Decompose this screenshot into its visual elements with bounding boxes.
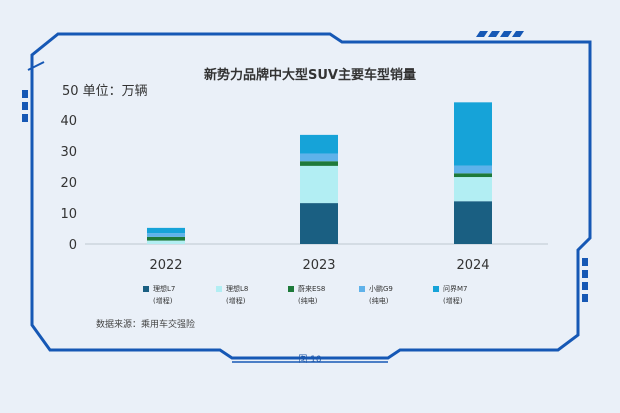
y-axis-ticks: 0 10 20 30 40 — [60, 114, 77, 253]
x-axis-labels: 2022 2023 2024 — [149, 258, 489, 273]
legend-sublabel: (增程) — [226, 297, 246, 305]
legend-sublabel: (增程) — [443, 297, 463, 305]
frame-outline — [30, 32, 592, 360]
legend-item: 蔚来ES8 (纯电) — [288, 284, 325, 306]
y-tick-label: 0 — [69, 238, 77, 253]
bar-segment — [147, 240, 185, 244]
legend-label: 蔚来ES8 — [298, 285, 326, 293]
bar-segment — [454, 173, 492, 178]
bars — [147, 102, 492, 244]
data-source: 数据来源：乘用车交强险 — [96, 320, 196, 330]
legend-swatch — [433, 286, 439, 292]
legend-item: 小鹏G9 (纯电) — [359, 284, 393, 306]
legend-swatch — [288, 286, 294, 292]
bar-segment — [300, 161, 338, 166]
x-tick-label: 2023 — [302, 258, 335, 273]
legend-item: 问界M7 (增程) — [433, 284, 468, 306]
legend-swatch — [143, 286, 149, 292]
legend-swatch — [216, 286, 222, 292]
unit-label: 50 单位：万辆 — [62, 84, 148, 99]
y-tick-label: 20 — [60, 176, 77, 191]
bar-segment — [454, 165, 492, 174]
legend-sublabel: (增程) — [153, 297, 173, 305]
chart-title: 新势力品牌中大型SUV主要车型销量 — [204, 68, 416, 83]
legend-item: 理想L7 (增程) — [143, 284, 175, 306]
y-tick-label: 10 — [60, 207, 77, 222]
bar-segment — [147, 227, 185, 234]
legend-label: 问界M7 — [443, 285, 468, 293]
legend-item: 理想L8 (增程) — [216, 284, 248, 306]
legend-label: 小鹏G9 — [369, 285, 393, 293]
y-tick-label: 30 — [60, 145, 77, 160]
bar-segment — [454, 177, 492, 202]
x-tick-label: 2024 — [456, 258, 489, 273]
bar-segment — [300, 165, 338, 204]
figure-label: 图 10 — [298, 355, 322, 365]
bar-segment — [454, 201, 492, 244]
bar-segment — [300, 153, 338, 162]
frame-stripes-top — [476, 31, 524, 37]
y-tick-label: 40 — [60, 114, 77, 129]
x-tick-label: 2022 — [149, 258, 182, 273]
legend-sublabel: (纯电) — [298, 297, 318, 305]
bar-segment — [300, 134, 338, 154]
bar-segment — [300, 203, 338, 244]
frame-stripes-right — [582, 258, 588, 302]
bar-segment — [454, 102, 492, 166]
frame-accent-line — [27, 61, 45, 71]
bar-segment — [147, 233, 185, 237]
legend-label: 理想L7 — [153, 285, 176, 293]
legend-swatch — [359, 286, 365, 292]
bar-segment — [147, 236, 185, 241]
frame-stripes-left — [22, 90, 28, 122]
legend-label: 理想L8 — [226, 285, 249, 293]
legend-sublabel: (纯电) — [369, 297, 389, 305]
